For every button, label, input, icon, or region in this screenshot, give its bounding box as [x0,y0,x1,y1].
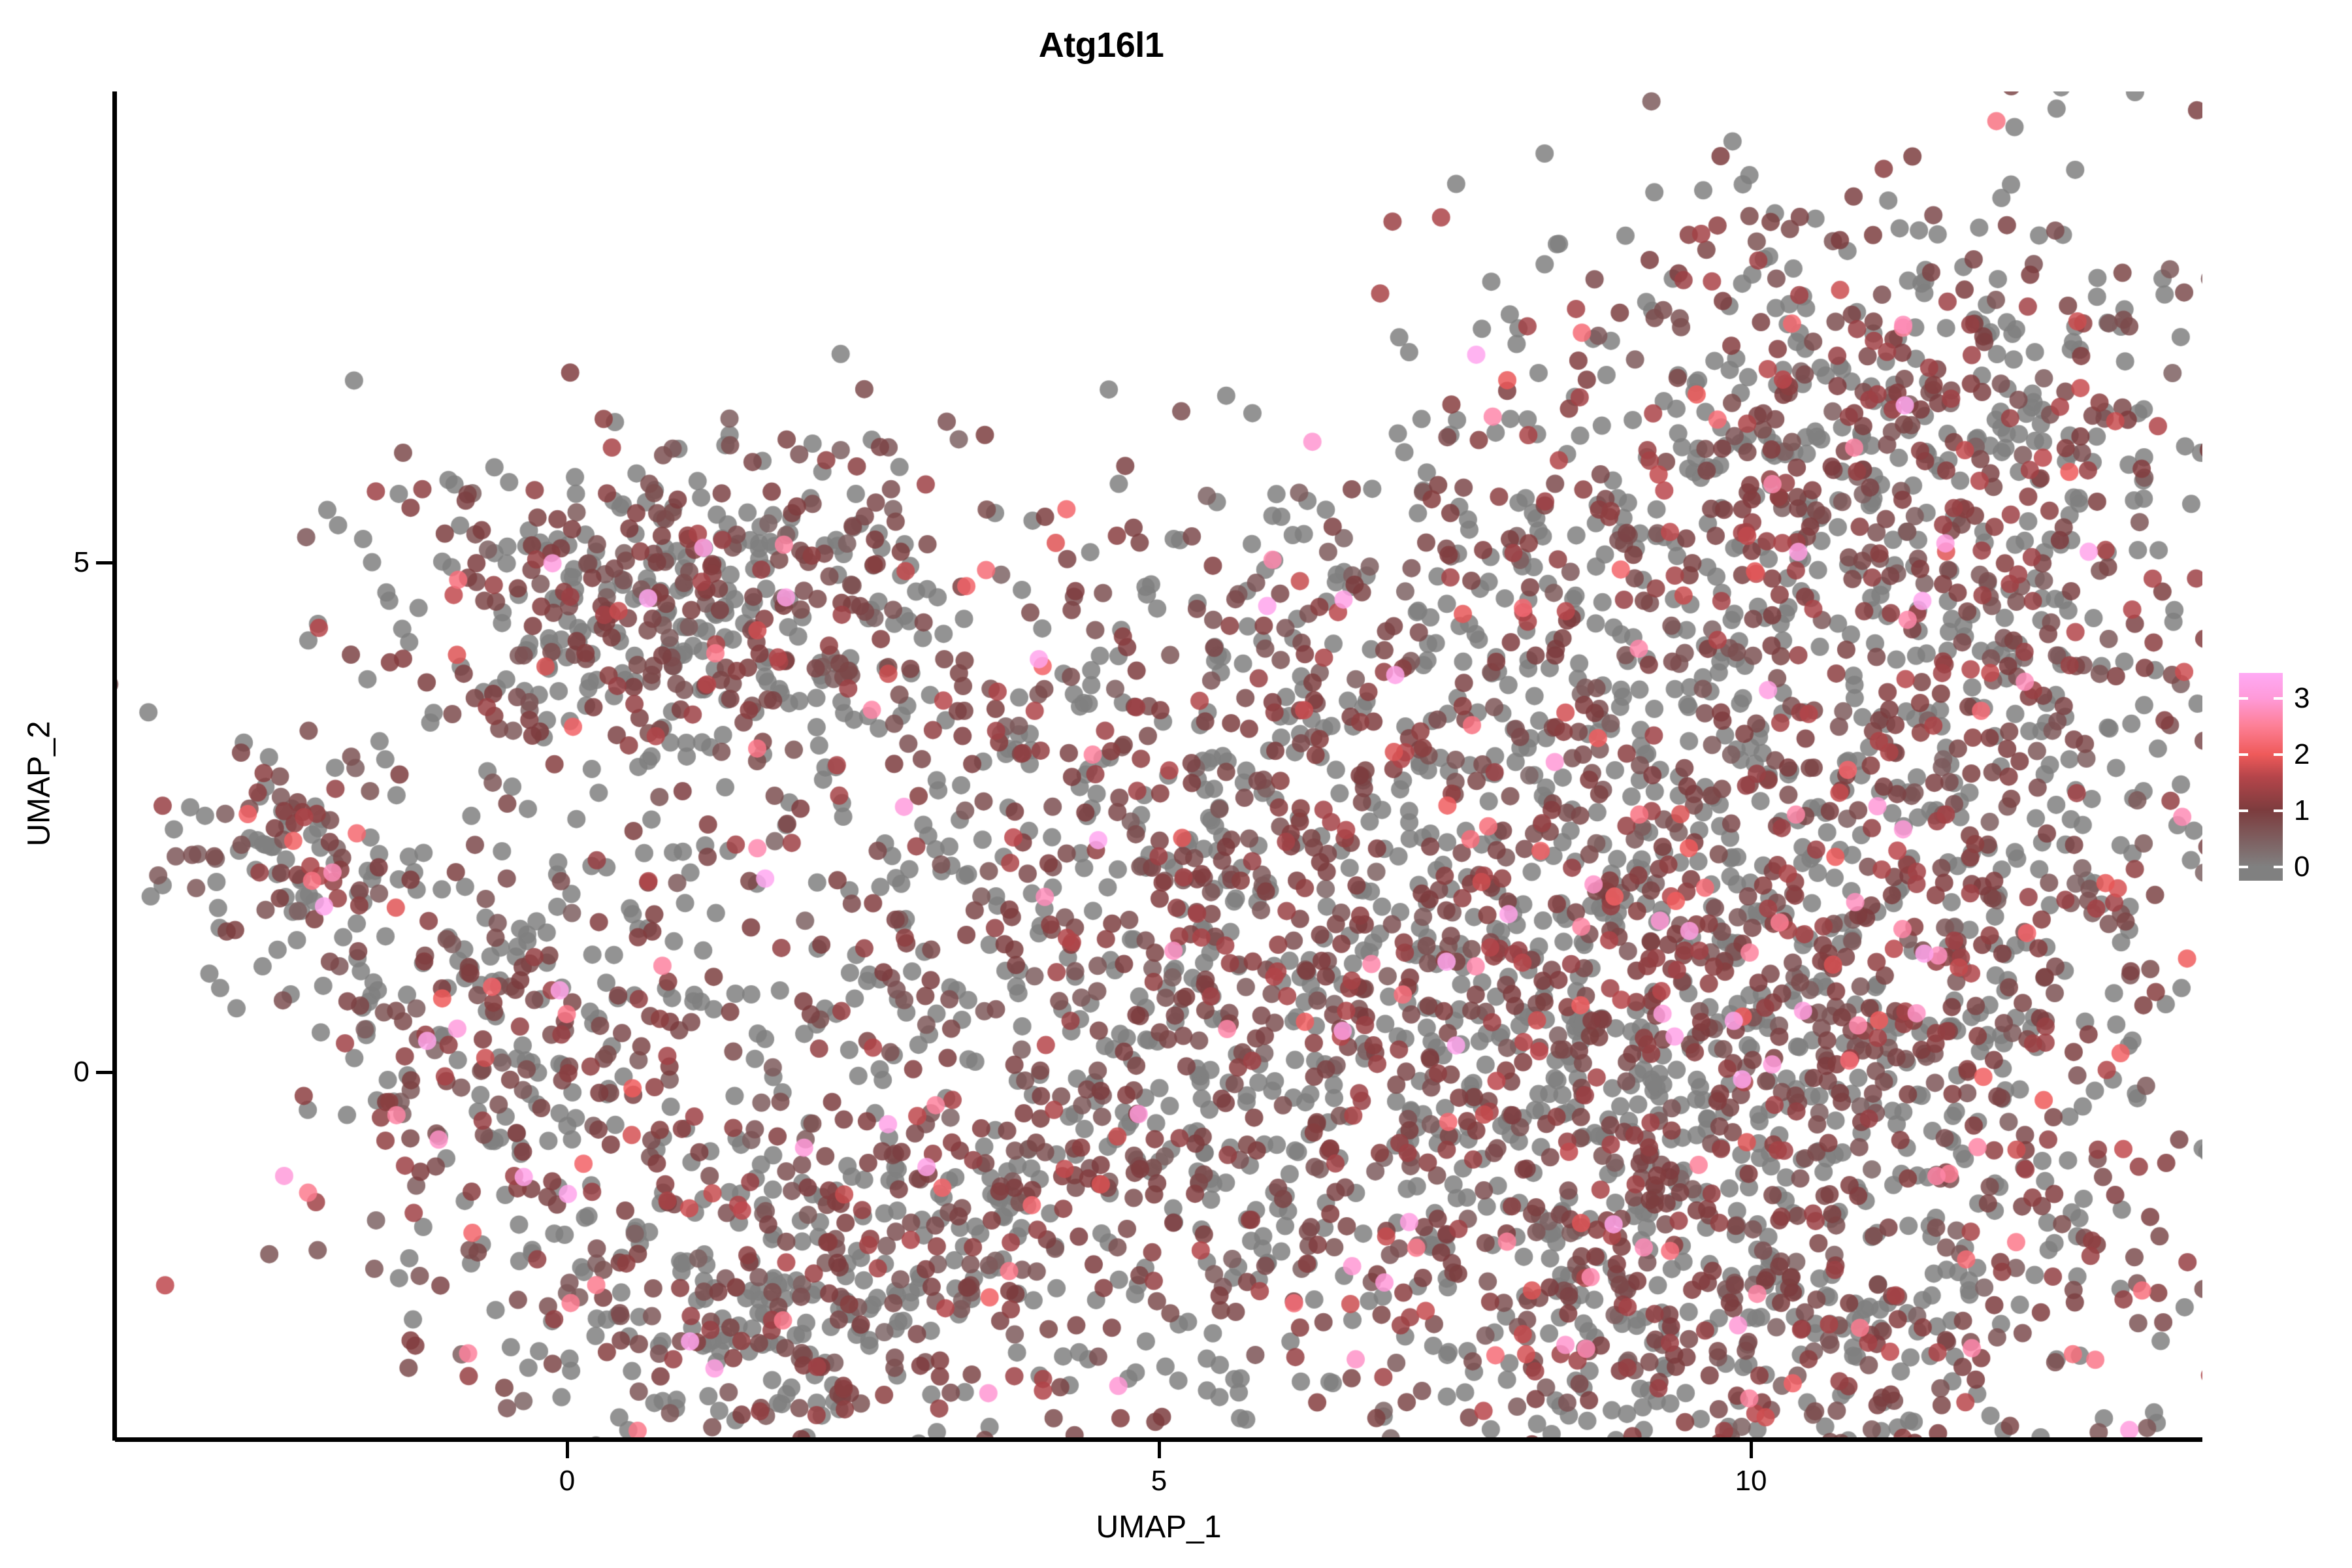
x-axis-title: UMAP_1 [1096,1510,1222,1544]
colorbar-legend: 0 1 2 3 [2231,660,2342,908]
page-title: Atg16l1 [1038,25,1164,65]
y-tick-label: 5 [73,546,90,578]
colorbar-gradient [2239,673,2283,881]
y-tick-mark [96,561,112,564]
colorbar-tick-label: 3 [2294,681,2310,714]
colorbar-tick-label: 2 [2294,738,2310,770]
x-tick-mark [566,1442,569,1458]
colorbar-tick-label: 1 [2294,794,2310,826]
colorbar-tick-mark [2239,753,2248,756]
y-axis-line [112,91,117,1441]
colorbar-tick-mark [2274,696,2283,700]
colorbar-tick-mark [2239,809,2248,812]
x-axis-line [115,1437,2202,1442]
colorbar-tick-mark [2274,809,2283,812]
colorbar-tick-label: 0 [2294,850,2310,883]
colorbar-tick-mark [2239,696,2248,700]
y-tick-mark [96,1071,112,1074]
x-tick-label: 0 [559,1465,576,1497]
x-tick-mark [1158,1442,1161,1458]
y-tick-label: 0 [73,1056,90,1088]
x-tick-label: 10 [1735,1465,1767,1497]
x-tick-label: 5 [1151,1465,1168,1497]
scatter-plot-canvas [115,91,2202,1440]
x-tick-mark [1750,1442,1753,1458]
colorbar-tick-mark [2274,865,2283,868]
colorbar-tick-mark [2274,753,2283,756]
y-axis-title: UMAP_2 [22,721,57,847]
colorbar-tick-mark [2239,865,2248,868]
